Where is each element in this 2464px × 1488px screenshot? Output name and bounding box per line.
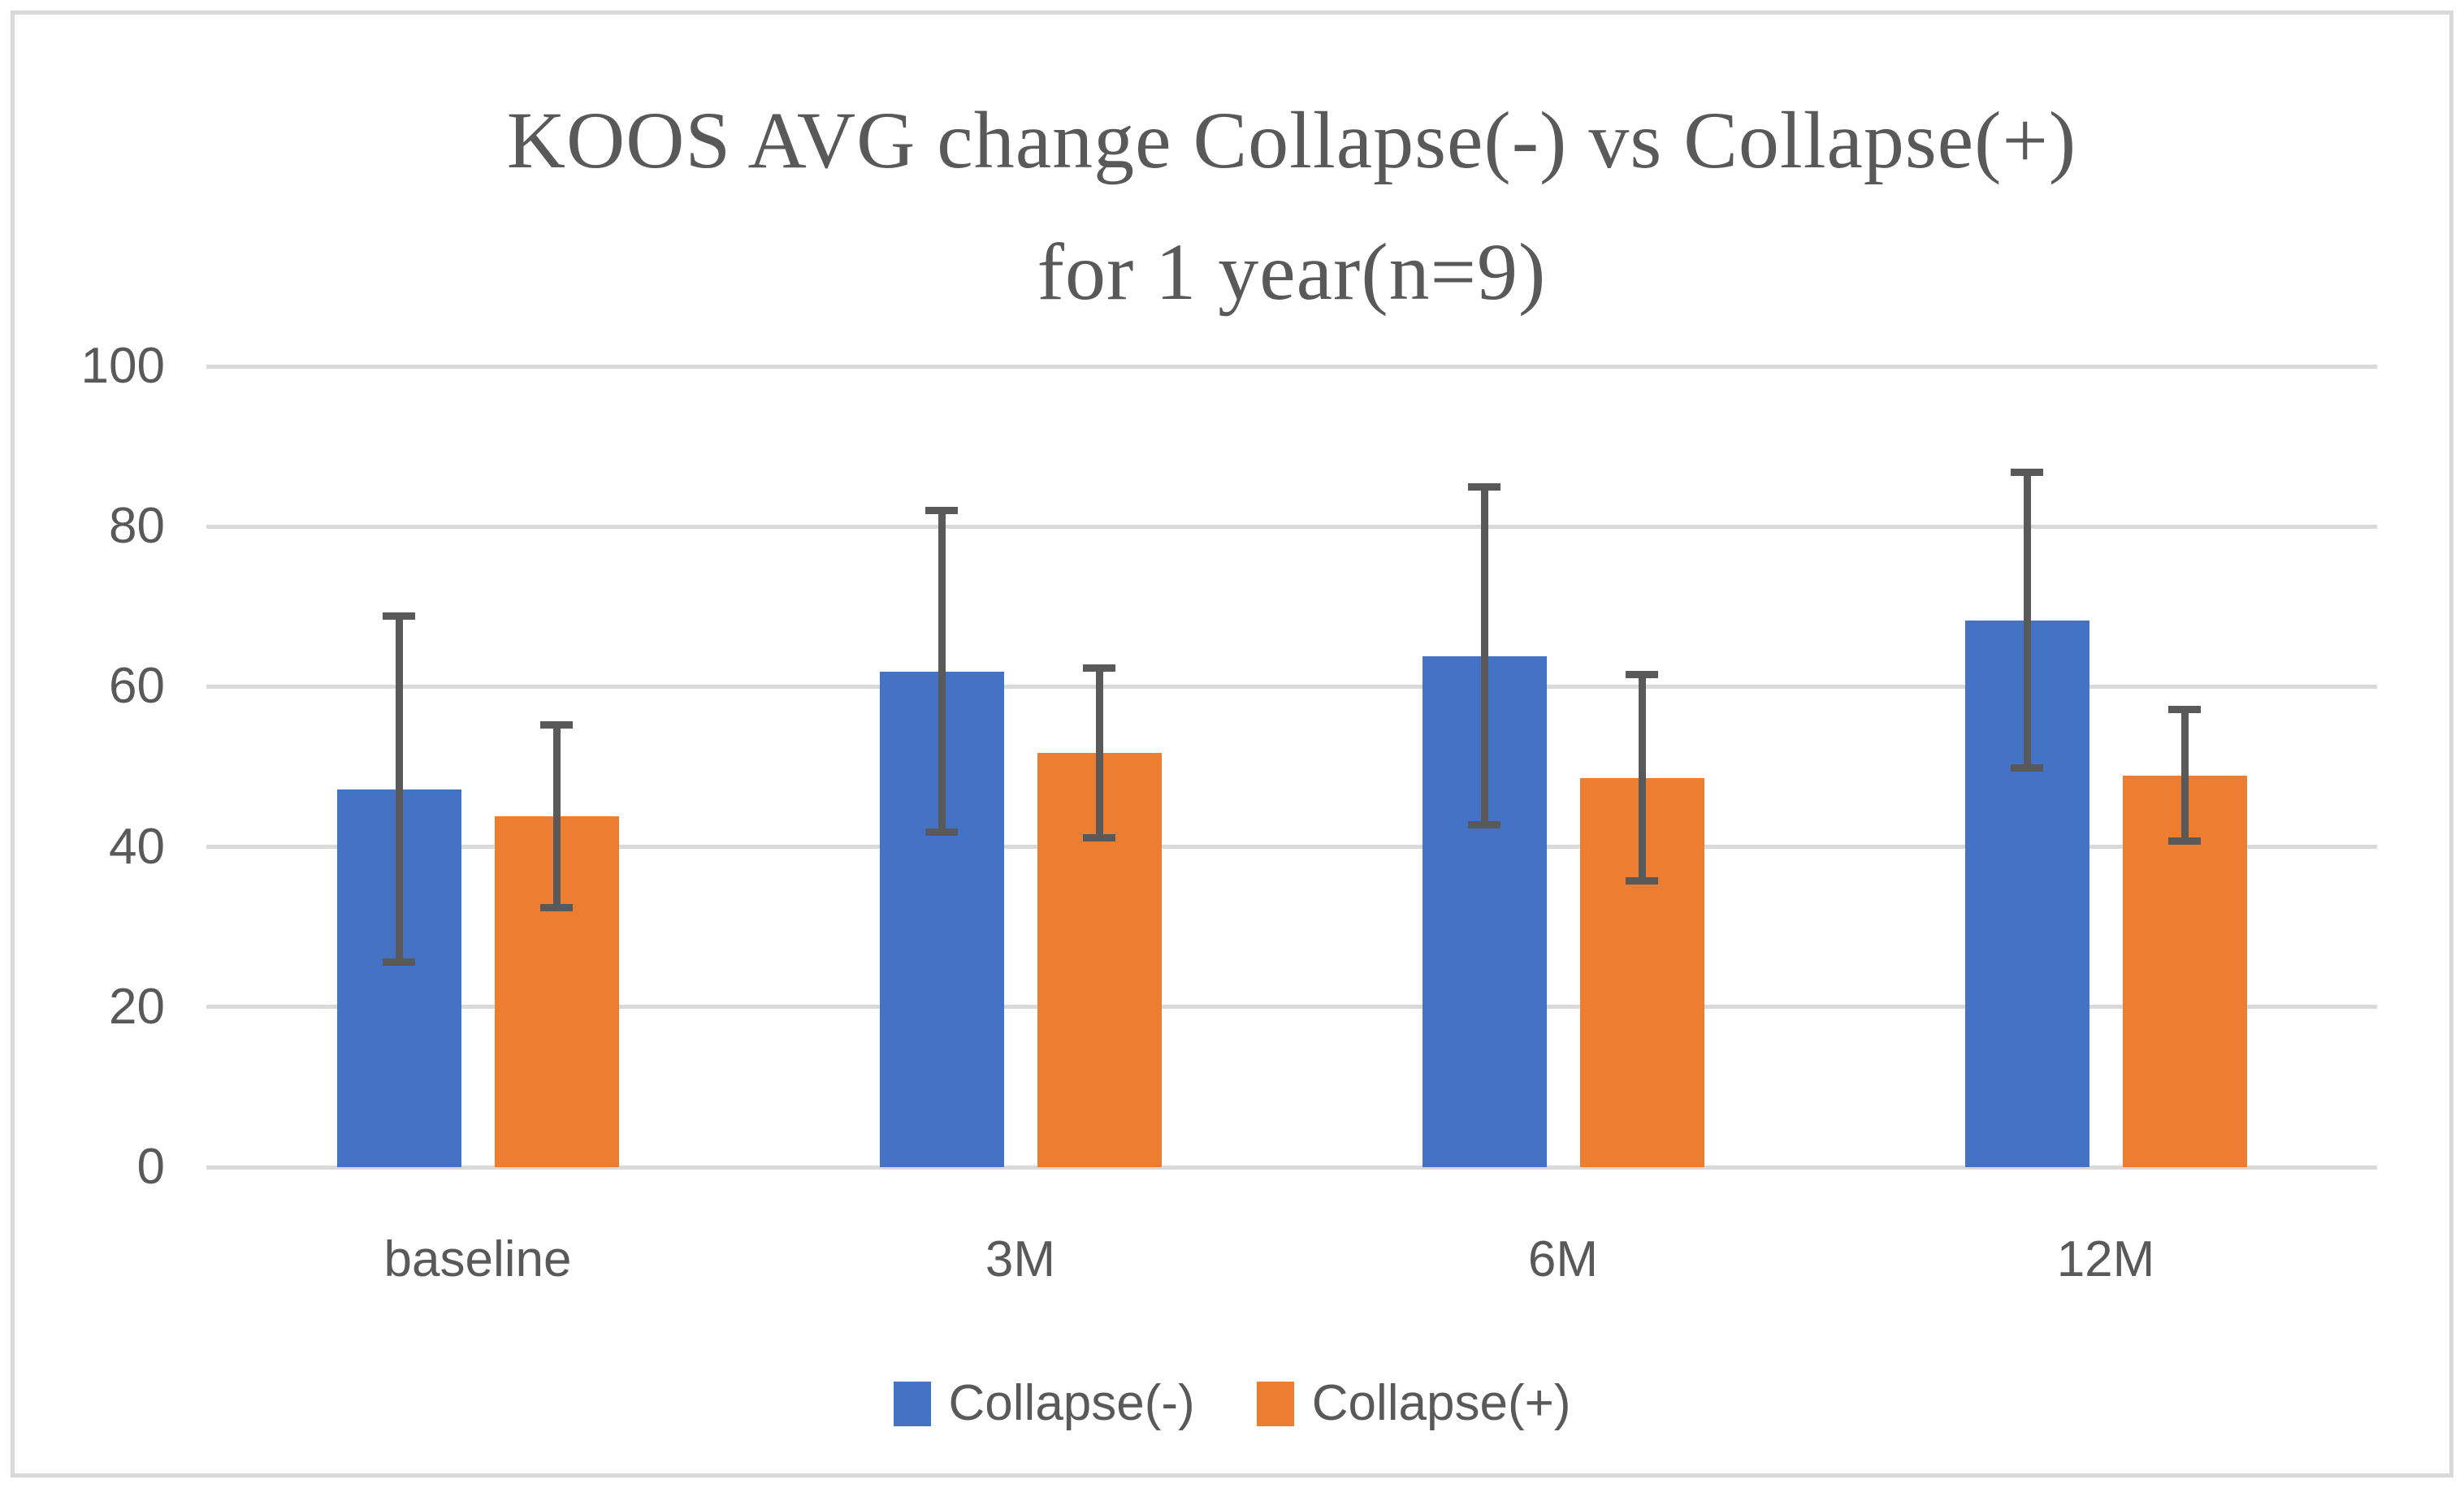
legend-entry-collapse-plus: Collapse(+) <box>1256 1375 1571 1432</box>
errorbar-cap-top-collapse-minus-12M <box>2011 468 2043 476</box>
errorbar-cap-top-collapse-minus-baseline <box>383 612 415 621</box>
x-axis-category-label-6M: 6M <box>1527 1231 1599 1287</box>
errorbar-cap-top-collapse-plus-12M <box>2168 706 2201 714</box>
x-axis-category-label-baseline: baseline <box>383 1231 572 1287</box>
y-axis-tick-label-60: 60 <box>109 658 165 715</box>
legend-label-collapse-minus: Collapse(-) <box>948 1375 1195 1431</box>
errorbar-cap-bottom-collapse-minus-3M <box>925 828 958 837</box>
y-axis-tick-label-100: 100 <box>80 338 165 394</box>
errorbar-cap-bottom-collapse-plus-baseline <box>540 904 573 912</box>
gridline-y-40 <box>206 845 2377 850</box>
errorbar-cap-bottom-collapse-minus-baseline <box>383 958 415 967</box>
errorbar-cap-bottom-collapse-plus-6M <box>1626 877 1658 885</box>
legend-label-collapse-plus: Collapse(+) <box>1311 1375 1571 1431</box>
y-axis-tick-label-40: 40 <box>109 818 165 875</box>
figure-border <box>11 11 2453 1477</box>
errorbar-cap-top-collapse-plus-3M <box>1083 664 1115 673</box>
y-axis-tick-label-80: 80 <box>109 498 165 555</box>
errorbar-line-collapse-plus-3M <box>1095 668 1103 838</box>
gridline-y-80 <box>206 524 2377 529</box>
gridline-y-100 <box>206 364 2377 369</box>
errorbar-cap-bottom-collapse-minus-12M <box>2011 764 2043 772</box>
errorbar-line-collapse-minus-12M <box>2023 472 2031 768</box>
errorbar-cap-top-collapse-plus-baseline <box>540 721 573 729</box>
y-axis-tick-label-0: 0 <box>136 1139 165 1195</box>
errorbar-cap-bottom-collapse-plus-12M <box>2168 837 2201 846</box>
errorbar-line-collapse-plus-12M <box>2180 709 2189 841</box>
chart-title: KOOS AVG change Collapse(-) vs Collapse(… <box>206 75 2377 338</box>
gridline-y-60 <box>206 684 2377 689</box>
legend: Collapse(-) Collapse(+) <box>0 1375 2464 1432</box>
errorbar-line-collapse-minus-6M <box>1480 487 1488 825</box>
errorbar-cap-top-collapse-minus-3M <box>925 506 958 514</box>
legend-marker-collapse-minus <box>893 1381 931 1426</box>
errorbar-cap-bottom-collapse-minus-6M <box>1468 821 1500 829</box>
gridline-y-20 <box>206 1005 2377 1010</box>
errorbar-cap-top-collapse-plus-6M <box>1626 671 1658 679</box>
errorbar-line-collapse-plus-baseline <box>552 725 561 908</box>
errorbar-line-collapse-minus-baseline <box>395 616 403 962</box>
x-axis-category-label-12M: 12M <box>2056 1231 2155 1287</box>
errorbar-line-collapse-plus-6M <box>1638 674 1646 881</box>
legend-entry-collapse-minus: Collapse(-) <box>893 1375 1195 1432</box>
chart-title-line-2: for 1 year(n=9) <box>1037 227 1547 317</box>
y-axis-tick-label-20: 20 <box>109 978 165 1035</box>
errorbar-cap-top-collapse-minus-6M <box>1468 483 1500 491</box>
x-axis-category-label-3M: 3M <box>985 1231 1056 1287</box>
errorbar-line-collapse-minus-3M <box>938 510 946 833</box>
legend-marker-collapse-plus <box>1256 1381 1294 1426</box>
errorbar-cap-bottom-collapse-plus-3M <box>1083 834 1115 842</box>
chart-title-line-1: KOOS AVG change Collapse(-) vs Collapse(… <box>506 95 2077 185</box>
gridline-y-0 <box>206 1165 2377 1170</box>
